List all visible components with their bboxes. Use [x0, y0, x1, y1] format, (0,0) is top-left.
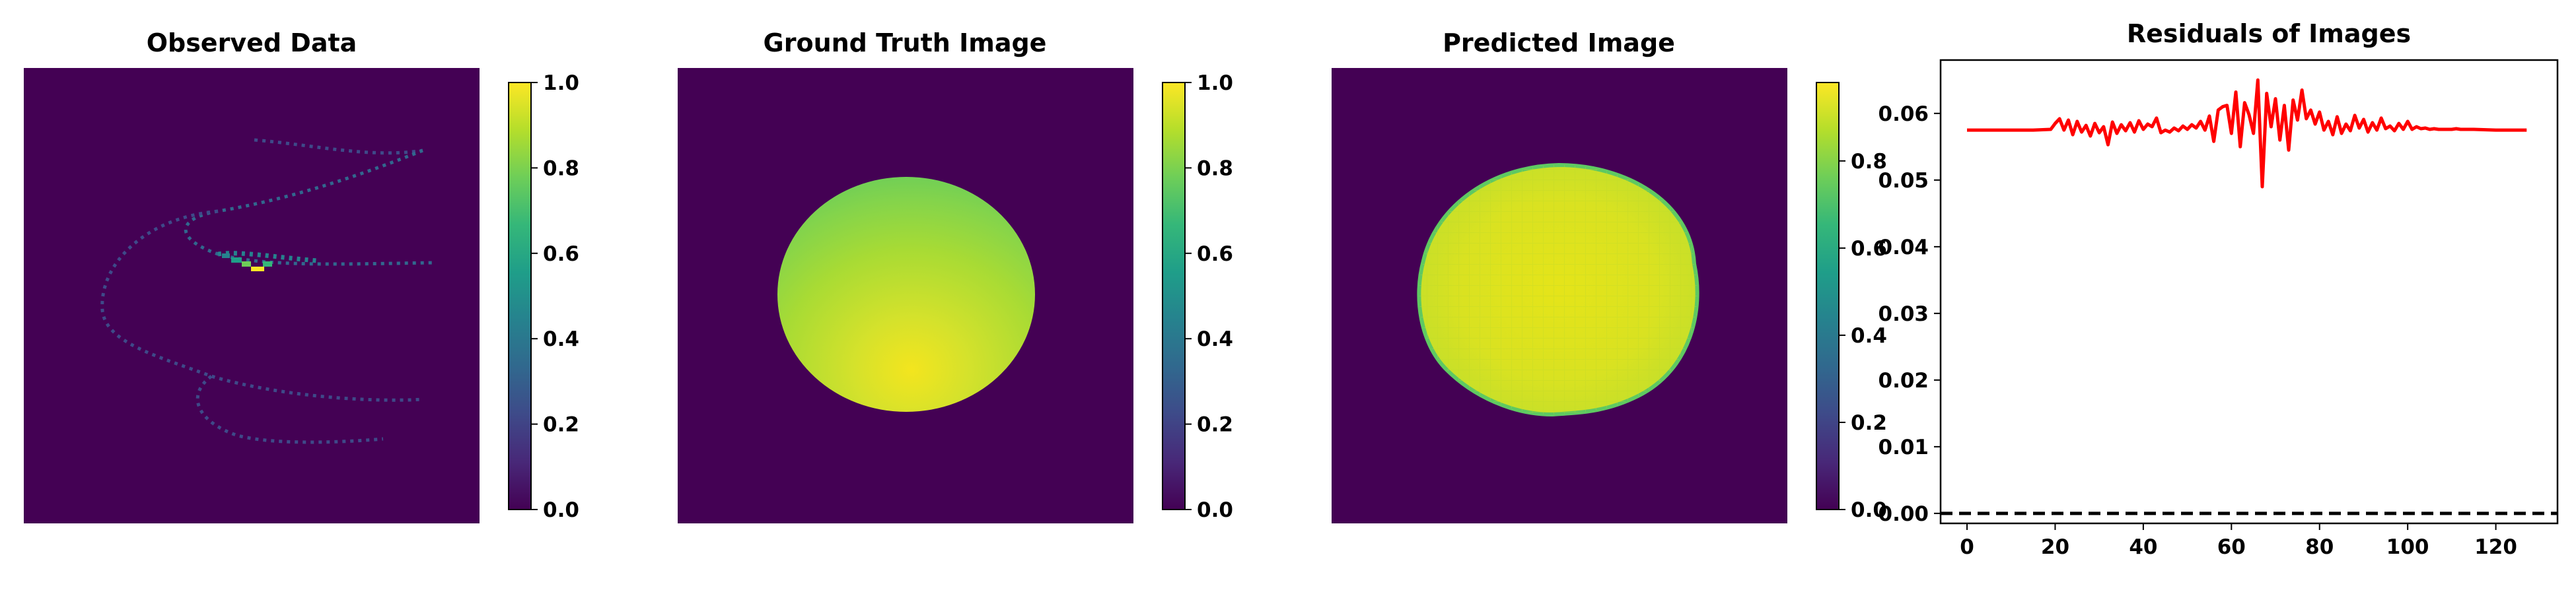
colorbar-tick-label: 0.4 — [543, 327, 579, 351]
predicted-colorbar: 0.0 0.2 0.4 0.6 0.8 — [1816, 82, 1887, 522]
colorbar-tick-label: 0.6 — [543, 242, 579, 266]
y-tick-label: 0.02 — [1878, 369, 1929, 393]
colorbar-gradient — [1816, 82, 1840, 510]
x-tick-label: 100 — [2386, 535, 2429, 559]
colorbar-gradient — [1162, 82, 1186, 510]
predicted-title: Predicted Image — [1443, 28, 1675, 57]
x-tick-label: 0 — [1960, 535, 1974, 559]
colorbar-tick-label: 0.6 — [1851, 237, 1887, 261]
x-tick-label: 40 — [2129, 535, 2157, 559]
residual-series-line — [1967, 78, 2527, 189]
x-tick-label: 80 — [2305, 535, 2334, 559]
y-tick-label: 0.00 — [1878, 502, 1929, 526]
residuals-chart: Residuals of Images 0 20 40 60 80 100 1200.000… — [1878, 19, 2559, 559]
colorbar-tick-label: 0.6 — [1197, 242, 1233, 266]
colorbar-tick-label: 0.0 — [543, 498, 579, 522]
x-tick-label: 60 — [2217, 535, 2246, 559]
colorbar-tick-label: 0.0 — [1851, 498, 1887, 522]
colorbar-tick-label: 1.0 — [1197, 71, 1233, 95]
colorbar-tick-label: 0.2 — [543, 413, 579, 437]
y-tick-label: 0.06 — [1878, 102, 1929, 126]
residuals-axes: 0 20 40 60 80 100 120 0.00 0.01 0.02 0.03 0.04 0.05 0… — [1878, 102, 2517, 559]
colorbar-tick-label: 0.4 — [1851, 324, 1887, 348]
colorbar-tick-label: 0.8 — [543, 156, 579, 180]
residuals-title: Residuals of Images — [2127, 19, 2411, 48]
x-tick-label: 20 — [2041, 535, 2069, 559]
colorbar-tick-label: 0.0 — [1197, 498, 1233, 522]
colorbar-tick-label: 0.8 — [1851, 150, 1887, 174]
y-tick-label: 0.03 — [1878, 302, 1929, 326]
x-tick-label: 120 — [2474, 535, 2517, 559]
colorbar-tick-label: 0.8 — [1197, 156, 1233, 180]
observed-title: Observed Data — [147, 28, 357, 57]
y-tick-label: 0.05 — [1878, 169, 1929, 193]
observed-hot-pixels — [222, 253, 272, 271]
observed-image — [24, 68, 480, 523]
observed-panel: Observed Data — [24, 28, 480, 523]
y-tick-label: 0.04 — [1878, 236, 1929, 259]
predicted-panel: Predicted Image — [1332, 28, 1787, 523]
ground-truth-panel: Ground Truth Image — [678, 28, 1133, 523]
ground-truth-title: Ground Truth Image — [764, 28, 1047, 57]
ground-truth-colorbar: 0.0 0.2 0.4 0.6 0.8 1.0 — [1162, 71, 1233, 522]
predicted-texture — [1419, 165, 1698, 414]
observed-colorbar: 0.0 0.2 0.4 0.6 0.8 1.0 — [508, 71, 579, 522]
colorbar-tick-label: 1.0 — [543, 71, 579, 95]
colorbar-tick-label: 0.2 — [1197, 413, 1233, 437]
observed-spiral-traces — [100, 138, 437, 444]
residuals-plot-area — [1941, 78, 2558, 515]
ground-truth-disk — [777, 177, 1035, 412]
colorbar-tick-label: 0.4 — [1197, 327, 1233, 351]
y-tick-label: 0.01 — [1878, 436, 1929, 459]
residuals-plot-frame — [1939, 59, 2559, 525]
colorbar-gradient — [508, 82, 532, 510]
colorbar-tick-label: 0.2 — [1851, 411, 1887, 435]
